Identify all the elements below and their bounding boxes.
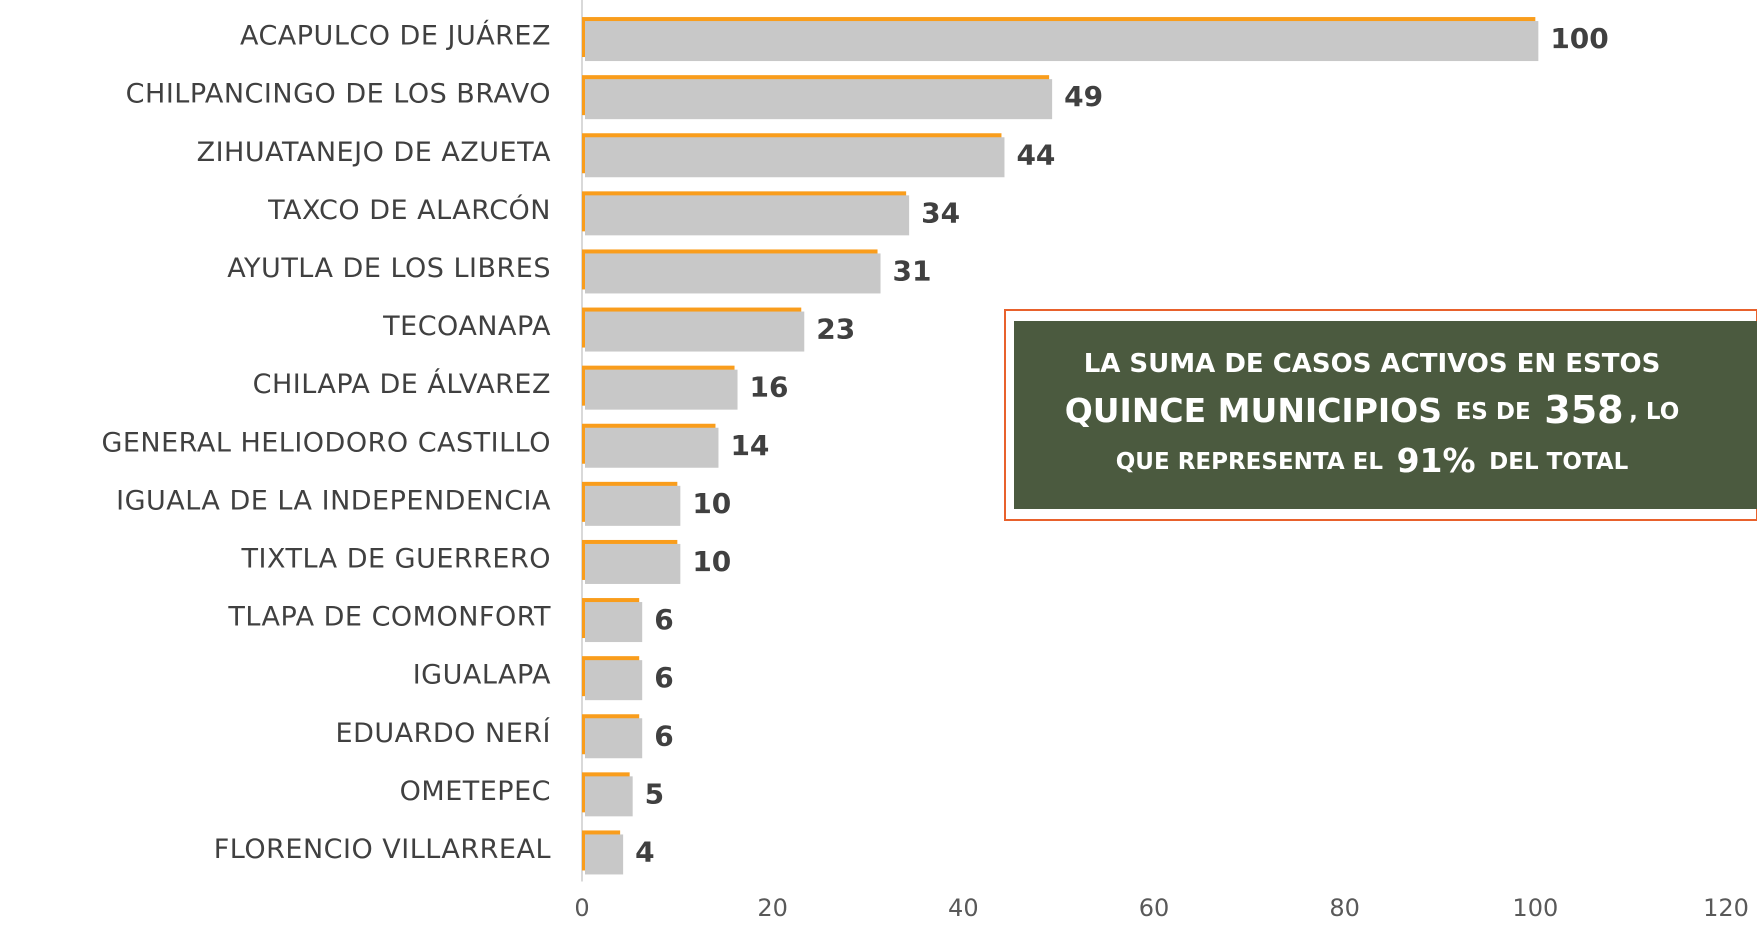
bar-shadow <box>585 195 910 236</box>
annotation-line: QUE REPRESENTA EL 91% DEL TOTAL <box>1116 441 1629 480</box>
value-label: 31 <box>893 254 932 287</box>
bar-shadow <box>585 21 1539 62</box>
x-tick-label: 0 <box>574 894 589 922</box>
value-label: 14 <box>730 429 769 462</box>
bar-shadow <box>585 543 681 584</box>
y-tick-label: CHILAPA DE ÁLVAREZ <box>253 368 551 400</box>
value-label: 10 <box>692 487 731 520</box>
bar-shadow <box>585 485 681 526</box>
value-label: 6 <box>654 719 673 752</box>
annotation-text: LA SUMA DE CASOS ACTIVOS EN ESTOS <box>1084 349 1661 379</box>
y-tick-label: TIXTLA DE GUERRERO <box>241 543 551 574</box>
y-tick-label: EDUARDO NERÍ <box>336 717 551 749</box>
annotation-text: , LO <box>1629 399 1679 425</box>
y-tick-label: IGUALAPA <box>413 660 551 691</box>
value-label: 5 <box>645 777 664 810</box>
value-label: 49 <box>1064 80 1103 113</box>
bar-shadow <box>585 834 624 875</box>
value-label: 16 <box>750 371 789 404</box>
value-label: 6 <box>654 661 673 694</box>
x-tick-label: 80 <box>1329 894 1360 922</box>
annotation-line: LA SUMA DE CASOS ACTIVOS EN ESTOS <box>1084 349 1661 379</box>
annotation-line: QUINCE MUNICIPIOS ES DE 358 , LO <box>1065 388 1680 432</box>
y-tick-label: OMETEPEC <box>400 776 551 807</box>
y-tick-label: AYUTLA DE LOS LIBRES <box>227 253 551 284</box>
bar-shadow <box>585 137 1005 178</box>
bar-shadow <box>585 776 633 817</box>
value-label: 23 <box>816 313 855 346</box>
y-tick-label: FLORENCIO VILLARREAL <box>214 834 551 865</box>
bar-shadow <box>585 718 643 759</box>
value-label: 6 <box>654 603 673 636</box>
y-tick-label: TLAPA DE COMONFORT <box>227 602 551 633</box>
y-tick-label: CHILPANCINGO DE LOS BRAVO <box>126 79 551 110</box>
value-label: 4 <box>635 835 654 868</box>
y-tick-label: ACAPULCO DE JUÁREZ <box>240 20 551 52</box>
value-label: 34 <box>921 196 960 229</box>
bar-shadow <box>585 660 643 701</box>
value-label: 100 <box>1550 22 1608 55</box>
annotation-text: 358 <box>1544 388 1623 432</box>
x-tick-label: 20 <box>757 894 788 922</box>
bar-shadow <box>585 369 738 410</box>
value-label: 44 <box>1016 138 1055 171</box>
bar-shadow <box>585 427 719 468</box>
annotation-text: QUINCE MUNICIPIOS <box>1065 391 1442 430</box>
value-label: 10 <box>692 545 731 578</box>
bar-shadow <box>585 79 1053 120</box>
x-tick-label: 60 <box>1139 894 1170 922</box>
annotation-text: 91% <box>1397 441 1476 480</box>
x-tick-label: 120 <box>1703 894 1749 922</box>
x-tick-label: 40 <box>948 894 979 922</box>
annotation-text: DEL TOTAL <box>1489 449 1628 475</box>
y-tick-label: IGUALA DE LA INDEPENDENCIA <box>116 485 551 516</box>
y-tick-label: TECOANAPA <box>382 311 551 342</box>
annotation-box <box>1014 321 1757 509</box>
bar-shadow <box>585 253 881 294</box>
bar-shadow <box>585 602 643 643</box>
x-tick-label: 100 <box>1512 894 1558 922</box>
y-tick-label: GENERAL HELIODORO CASTILLO <box>101 427 551 458</box>
annotation-text: QUE REPRESENTA EL <box>1116 449 1384 475</box>
annotation-text: ES DE <box>1456 399 1531 425</box>
y-tick-label: TAXCO DE ALARCÓN <box>267 194 551 226</box>
bar-shadow <box>585 311 805 352</box>
y-tick-label: ZIHUATANEJO DE AZUETA <box>197 137 551 168</box>
